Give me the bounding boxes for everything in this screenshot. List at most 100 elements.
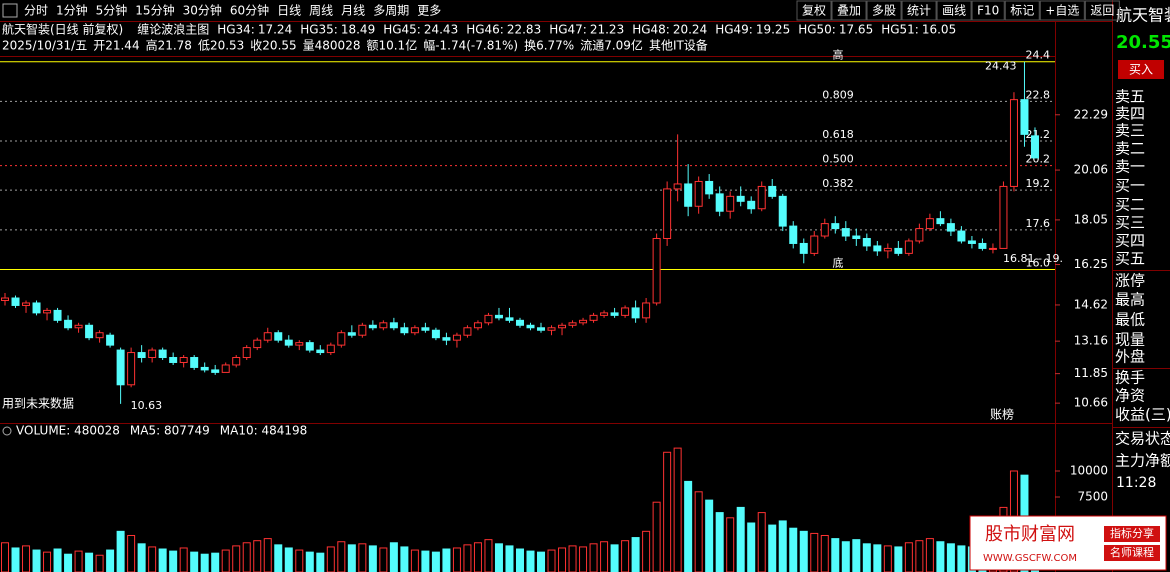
toolbar-button[interactable]: 画线 bbox=[942, 4, 966, 18]
buy-button-label[interactable]: 买入 bbox=[1129, 63, 1153, 77]
candle-body bbox=[253, 339, 262, 349]
menu-icon[interactable] bbox=[2, 3, 18, 18]
candle-body bbox=[32, 302, 41, 314]
toolbar-button[interactable]: 标记 bbox=[1010, 4, 1034, 18]
volume-bar bbox=[705, 499, 714, 572]
candle-body bbox=[358, 324, 367, 336]
volume-bar bbox=[316, 552, 325, 572]
volume-bar bbox=[957, 545, 966, 572]
volume-bar bbox=[904, 542, 913, 572]
toolbar-button[interactable]: 叠加 bbox=[837, 4, 861, 18]
watermark-brand: 股市财富网 bbox=[985, 524, 1075, 545]
volume-bar bbox=[726, 517, 735, 572]
candle-body bbox=[200, 366, 209, 371]
volume-bar bbox=[778, 520, 787, 572]
level-value: 18.49 bbox=[341, 23, 375, 37]
candle-body bbox=[589, 314, 598, 321]
level-value: 21.23 bbox=[590, 23, 624, 37]
volume-bar bbox=[169, 550, 178, 572]
volume-bar bbox=[179, 547, 188, 572]
candle-body bbox=[274, 332, 283, 341]
quote-field: 2025/10/31/五 bbox=[2, 39, 87, 53]
y-tick-label: 22.29 bbox=[1074, 107, 1108, 121]
toolbar-button-box bbox=[1004, 0, 1040, 21]
period-tab[interactable]: 15分钟 bbox=[135, 3, 174, 18]
period-tab[interactable]: 分时 bbox=[24, 4, 48, 18]
period-tab[interactable]: 5分钟 bbox=[96, 3, 128, 18]
candle-body bbox=[137, 352, 146, 359]
candle-body bbox=[400, 327, 409, 334]
candle-body bbox=[568, 322, 577, 326]
volume-bar bbox=[631, 537, 640, 572]
candle-body bbox=[494, 314, 503, 319]
candle-body bbox=[221, 364, 230, 373]
candle-body bbox=[747, 200, 756, 210]
period-tab[interactable]: 日线 bbox=[277, 4, 301, 18]
candle-body bbox=[232, 357, 241, 366]
volume-bar bbox=[410, 549, 419, 572]
level-value: 19.25 bbox=[756, 23, 790, 37]
candle-body bbox=[705, 180, 714, 195]
period-tab[interactable]: 30分钟 bbox=[183, 3, 222, 18]
period-tab[interactable]: 更多 bbox=[417, 4, 441, 18]
volume-bar bbox=[852, 539, 861, 572]
volume-bar bbox=[894, 546, 903, 572]
level-mark: 0.500 bbox=[822, 153, 854, 166]
level-name: HG51: bbox=[881, 23, 919, 37]
toolbar-button[interactable]: +自选 bbox=[1045, 4, 1079, 18]
candle-body bbox=[715, 193, 724, 212]
candle-body bbox=[1030, 135, 1039, 159]
volume-bar bbox=[694, 491, 703, 572]
volume-bar bbox=[1, 542, 9, 572]
sidebar-row: 净资 bbox=[1115, 387, 1145, 405]
buy-button[interactable] bbox=[1118, 60, 1164, 79]
sidebar-row: 买二 bbox=[1115, 196, 1145, 214]
candle-body bbox=[852, 235, 861, 240]
toolbar-button[interactable]: 复权 bbox=[802, 4, 826, 18]
candle-body bbox=[211, 369, 220, 373]
period-tab[interactable]: 60分钟 bbox=[230, 3, 269, 18]
period-tab[interactable]: 多周期 bbox=[373, 4, 409, 18]
low-marker: 10.63 bbox=[131, 399, 163, 412]
y-tick-label: 11.85 bbox=[1074, 366, 1108, 380]
volume-bar bbox=[883, 545, 892, 572]
toolbar-button-box bbox=[901, 0, 937, 21]
level-name: HG34: bbox=[217, 23, 255, 37]
candle-body bbox=[978, 242, 987, 249]
candle-body bbox=[904, 240, 913, 254]
level-right-label: 19.2 bbox=[1026, 177, 1051, 190]
candle-body bbox=[74, 324, 83, 329]
toolbar-button[interactable]: 统计 bbox=[907, 4, 931, 18]
candle-body bbox=[610, 312, 619, 316]
candle-body bbox=[915, 228, 924, 242]
quote-field: 换6.77% bbox=[524, 39, 574, 53]
y-tick-label: 14.62 bbox=[1074, 297, 1108, 311]
candle-body bbox=[526, 324, 535, 329]
period-tab[interactable]: 月线 bbox=[341, 4, 365, 18]
level-mark: 0.618 bbox=[822, 128, 854, 141]
toolbar-button[interactable]: 多股 bbox=[872, 4, 896, 18]
volume-legend: MA10: 484198 bbox=[220, 424, 308, 438]
candle-body bbox=[967, 240, 976, 244]
quote-field: 额10.1亿 bbox=[366, 38, 417, 53]
candle-body bbox=[1009, 99, 1018, 187]
y-tick-label: 16.25 bbox=[1074, 257, 1108, 271]
volume-bar bbox=[74, 550, 83, 572]
period-tab[interactable]: 周线 bbox=[309, 4, 333, 18]
watermark-url: WWW.GSCFW.COM bbox=[983, 553, 1077, 564]
candle-body bbox=[473, 322, 482, 329]
toolbar-button[interactable]: 返回 bbox=[1090, 4, 1114, 18]
volume-bar bbox=[505, 545, 514, 572]
toolbar-button[interactable]: F10 bbox=[977, 4, 999, 18]
volume-bar bbox=[190, 551, 199, 572]
level-value: 17.65 bbox=[839, 23, 873, 37]
sidebar-row: 收益(三) bbox=[1115, 406, 1170, 424]
volume-bar bbox=[232, 545, 241, 572]
watermark-tag: 名师课程 bbox=[1110, 545, 1154, 559]
volume-bar bbox=[431, 551, 440, 572]
period-tab[interactable]: 1分钟 bbox=[56, 3, 88, 18]
volume-bar bbox=[547, 549, 556, 572]
y-tick-label: 10.66 bbox=[1074, 396, 1108, 410]
candle-body bbox=[673, 183, 682, 190]
candle-body bbox=[85, 324, 94, 339]
